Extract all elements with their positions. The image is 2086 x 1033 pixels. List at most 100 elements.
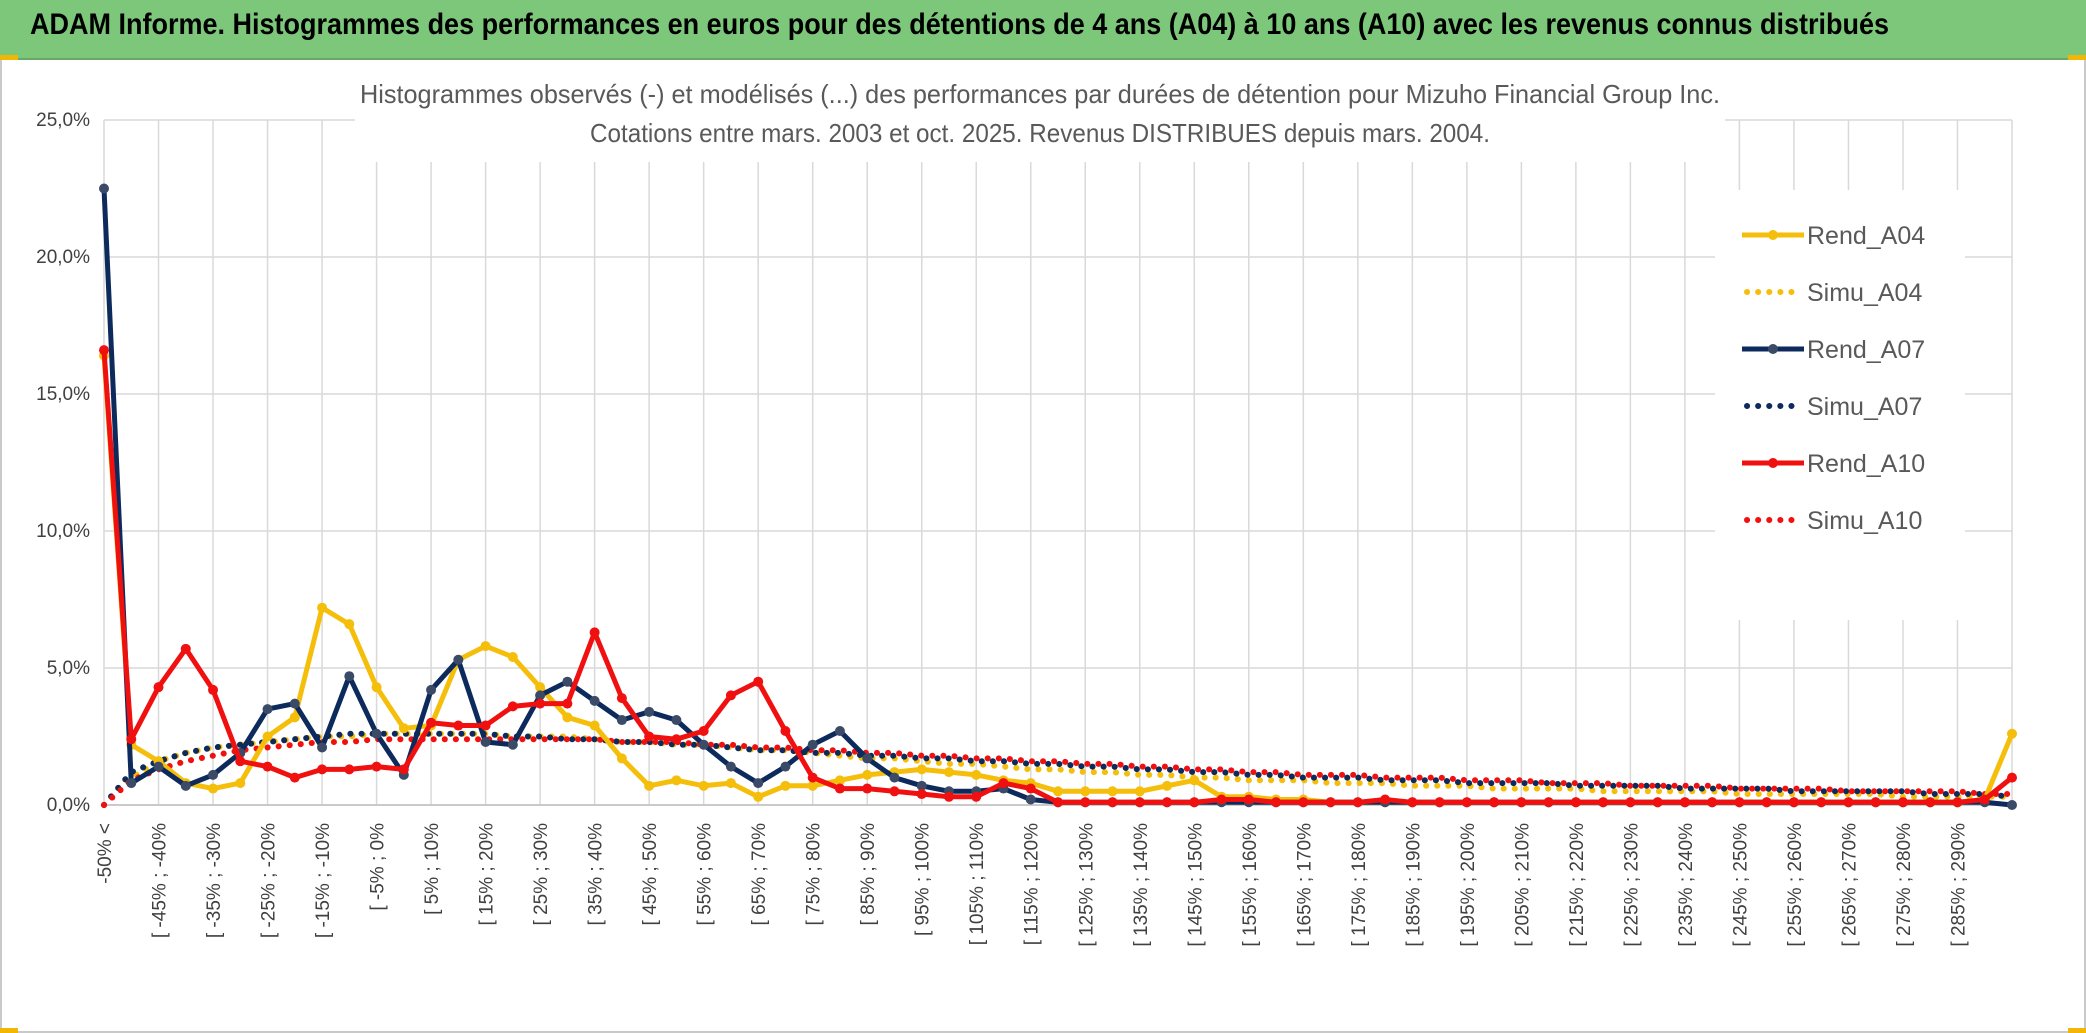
- x-tick-label: [ 255% ; 260%: [1785, 823, 1806, 947]
- data-point-rend-a04: [916, 764, 927, 775]
- data-point-rend-a07: [807, 739, 818, 750]
- data-point-rend-a04: [562, 712, 573, 723]
- x-tick-label: [ 235% ; 240%: [1676, 823, 1697, 947]
- data-point-rend-a10: [126, 734, 137, 745]
- data-point-rend-a07: [2007, 800, 2017, 810]
- chart-title: Histogrammes observés (-) et modélisés (…: [360, 79, 1720, 109]
- data-point-rend-a07: [208, 769, 219, 780]
- data-point-rend-a10: [1298, 797, 1309, 808]
- y-tick-label: 10,0%: [36, 521, 90, 542]
- data-point-rend-a10: [644, 731, 655, 742]
- data-point-rend-a10: [317, 764, 328, 775]
- x-tick-label: [ 215% ; 220%: [1567, 823, 1588, 947]
- x-tick-label: [ 205% ; 210%: [1512, 823, 1533, 947]
- data-point-rend-a07: [289, 698, 300, 709]
- data-point-rend-a07: [507, 739, 518, 750]
- x-tick-label: [ 25% ; 30%: [531, 823, 552, 926]
- legend-label-simu-a07: Simu_A07: [1807, 393, 1922, 421]
- x-tick-label: [ 165% ; 170%: [1294, 823, 1315, 947]
- x-tick-label: [ 35% ; 40%: [586, 823, 607, 926]
- x-tick-label: [ 245% ; 250%: [1730, 823, 1751, 947]
- data-point-rend-a10: [1053, 797, 1063, 808]
- x-tick-label: [ -15% ; -10%: [313, 823, 334, 938]
- data-point-rend-a10: [862, 783, 873, 794]
- data-point-rend-a10: [1816, 797, 1827, 808]
- data-point-rend-a04: [1189, 775, 1200, 786]
- data-point-rend-a10: [1979, 794, 1990, 805]
- x-tick-label: [ 285% ; 290%: [1948, 823, 1969, 947]
- series-line-simu-a04: [101, 730, 2015, 808]
- banner: ADAM Informe. Histogrammes des performan…: [0, 0, 2086, 60]
- legend-label-rend-a04: Rend_A04: [1807, 222, 1925, 250]
- legend-marker-rend-a07: [1768, 344, 1778, 354]
- data-point-rend-a10: [1734, 797, 1745, 808]
- data-point-rend-a10: [698, 726, 709, 737]
- data-point-rend-a10: [1380, 794, 1391, 805]
- data-point-rend-a10: [1761, 797, 1772, 808]
- data-point-rend-a07: [698, 739, 709, 750]
- x-tick-label: [ 45% ; 50%: [640, 823, 661, 926]
- data-point-rend-a10: [1843, 797, 1854, 808]
- data-point-rend-a07: [916, 780, 927, 791]
- data-point-rend-a04: [943, 767, 954, 778]
- data-point-rend-a10: [753, 676, 764, 687]
- data-point-rend-a04: [2007, 728, 2017, 739]
- data-point-rend-a10: [371, 761, 382, 772]
- data-point-rend-a04: [1162, 780, 1173, 791]
- data-point-rend-a10: [289, 772, 300, 783]
- data-point-rend-a10: [1434, 797, 1445, 808]
- data-point-rend-a07: [644, 706, 655, 717]
- data-point-rend-a10: [1707, 797, 1718, 808]
- x-tick-label: [ 145% ; 150%: [1185, 823, 1206, 947]
- data-point-rend-a10: [1652, 797, 1663, 808]
- x-tick-label: [ 185% ; 190%: [1403, 823, 1424, 947]
- x-tick-label: [ 195% ; 200%: [1458, 823, 1479, 947]
- x-tick-label: [ -35% ; -30%: [204, 823, 225, 938]
- x-tick-label: [ 75% ; 80%: [804, 823, 825, 926]
- data-point-rend-a10: [2007, 772, 2017, 783]
- data-point-rend-a10: [1107, 797, 1118, 808]
- data-point-rend-a04: [398, 723, 409, 734]
- x-tick-label: [ 15% ; 20%: [477, 823, 498, 926]
- x-tick-label: [ 85% ; 90%: [858, 823, 879, 926]
- data-point-rend-a07: [453, 654, 464, 665]
- x-tick-label: [ -45% ; -40%: [150, 823, 171, 938]
- legend-marker-rend-a10: [1768, 458, 1778, 468]
- data-point-rend-a04: [1107, 786, 1118, 797]
- data-point-rend-a07: [616, 715, 627, 726]
- data-point-rend-a10: [780, 726, 791, 737]
- y-tick-label: 20,0%: [36, 247, 90, 268]
- data-point-rend-a10: [1516, 797, 1527, 808]
- data-point-rend-a10: [671, 734, 682, 745]
- data-point-rend-a10: [1570, 797, 1581, 808]
- y-tick-label: 15,0%: [36, 384, 90, 405]
- data-point-rend-a04: [834, 775, 845, 786]
- data-point-rend-a10: [1352, 797, 1363, 808]
- data-point-rend-a07: [1025, 794, 1036, 805]
- data-point-rend-a10: [1271, 797, 1282, 808]
- data-point-rend-a10: [1243, 794, 1254, 805]
- data-point-rend-a07: [725, 761, 736, 772]
- data-point-rend-a10: [1325, 797, 1336, 808]
- data-point-rend-a04: [671, 775, 682, 786]
- data-point-rend-a04: [289, 712, 300, 723]
- data-point-rend-a10: [1625, 797, 1636, 808]
- data-point-rend-a10: [1598, 797, 1609, 808]
- x-tick-label: [ 55% ; 60%: [695, 823, 716, 926]
- data-point-rend-a04: [644, 780, 655, 791]
- data-point-rend-a04: [262, 731, 273, 742]
- data-point-rend-a07: [344, 671, 355, 682]
- data-point-rend-a10: [507, 701, 518, 712]
- data-point-rend-a10: [889, 786, 900, 797]
- data-point-rend-a04: [235, 778, 246, 789]
- x-tick-label: [ 95% ; 100%: [913, 823, 934, 936]
- x-tick-label: [ 65% ; 70%: [749, 823, 770, 926]
- data-point-rend-a10: [1134, 797, 1145, 808]
- data-point-rend-a07: [317, 742, 328, 753]
- data-point-rend-a07: [480, 736, 491, 747]
- data-point-rend-a10: [998, 778, 1009, 789]
- x-tick-label: [ -5% ; 0%: [368, 823, 389, 911]
- x-tick-label: -50% <: [95, 823, 116, 884]
- legend-label-simu-a10: Simu_A10: [1807, 507, 1922, 535]
- data-point-rend-a10: [943, 791, 954, 802]
